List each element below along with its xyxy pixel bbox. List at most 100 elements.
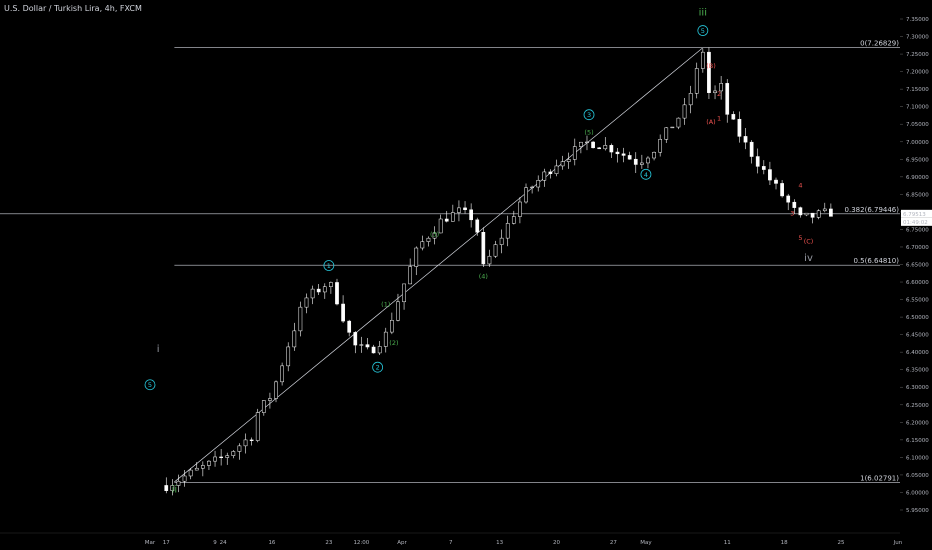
y-tick-label: 6.00000 [906,490,929,496]
wave-label: 2 [717,90,721,98]
wave-label: 3 [587,111,591,119]
candle-body [591,141,595,149]
candle-body [457,207,461,213]
candle-body [237,445,242,452]
candle-body [255,412,260,441]
wave-label: (A) [706,118,716,126]
candle-body [719,83,723,92]
wave-label: (3) [430,230,439,238]
candle-body [353,332,358,346]
candle-body [371,346,376,354]
fib-label: 1(6.02791) [860,475,899,483]
candle-body [383,331,388,347]
y-tick-label: 6.60000 [906,280,929,286]
wave-label: 1 [327,262,331,270]
wave-circle [640,168,652,180]
candle-body [450,212,455,222]
candle-body [731,114,736,120]
candle-body [829,208,833,217]
y-tick-label: 6.75000 [906,227,929,233]
candle-body [810,212,815,218]
y-tick-label: 6.50000 [906,315,929,321]
y-tick-label: 6.70000 [906,245,929,251]
candle-body [554,165,559,174]
y-tick-label: 6.95000 [906,157,929,163]
candle-body [261,400,266,413]
candle-body [774,179,778,184]
candle-body [743,136,748,143]
y-tick-label: 6.55000 [906,298,929,304]
candle-body [347,320,352,333]
candle-body [572,146,577,160]
candle-body [475,219,480,233]
candle-body [646,157,650,164]
current-price-label: 6.79513 [903,212,926,218]
x-tick-label: Mar [145,540,156,546]
candle-body [603,145,608,150]
x-tick-label: 24 [220,540,227,546]
candle-body [792,201,797,208]
candle-body [597,147,602,150]
wave-label: (2) [389,339,398,347]
candle-body [420,241,425,249]
x-tick-label: 25 [838,540,845,546]
candle-body [469,209,473,221]
candle-body [164,485,169,491]
price-label-box [901,209,932,218]
wave-label: 5 [798,234,802,242]
candle-body [786,195,791,203]
candle-body [524,187,528,203]
fib-label: 0.382(6.79446) [845,206,900,214]
x-tick-label: Apr [397,540,407,546]
x-tick-label: 23 [325,540,332,546]
candle-body [390,320,394,333]
countdown-label: 01:49:02 [903,220,928,226]
candle-body [640,162,644,165]
y-tick-label: 6.25000 [906,403,929,409]
candle-body [219,456,223,458]
wave-label: 5 [148,381,152,389]
candle-body [481,232,486,265]
wave-label: 3 [790,209,794,217]
candle-body [329,282,333,287]
candle-body [816,210,821,218]
y-tick-label: 6.45000 [906,333,929,339]
candle-body [579,141,583,147]
candle-body [322,286,327,293]
wave-label: 4 [644,171,648,179]
candle-body [664,127,669,140]
candle-body [292,330,297,348]
candle-body [652,151,656,159]
wave-label: 1 [717,115,721,123]
candle-body [170,485,175,491]
candle-body [670,126,675,129]
candle-body [536,180,541,188]
candle-body [548,171,553,174]
y-tick-label: 6.20000 [906,420,929,426]
candle-body [243,439,248,447]
countdown-box [901,217,932,226]
y-tick-label: 7.05000 [906,122,929,128]
wave-label: 4 [798,181,802,189]
candle-body [298,306,303,332]
wave-circle [583,109,595,121]
y-tick-label: 7.15000 [906,87,929,93]
fib-label: 0(7.26829) [860,40,899,48]
wave-label: iii [699,8,707,19]
wave-label: (1) [381,301,390,309]
wave-label: (C) [804,237,814,245]
candle-body [249,439,254,441]
wave-circle [144,379,156,391]
candle-body [359,344,364,346]
y-tick-label: 7.35000 [906,17,929,23]
candle-body [505,223,510,239]
candle-body [804,212,809,216]
candle-body [213,456,217,462]
candle-body [280,365,284,383]
candle-body [426,237,431,242]
x-tick-label: 27 [610,540,617,546]
candle-body [438,218,443,234]
y-tick-label: 5.95000 [906,508,929,514]
candle-body [396,301,400,321]
